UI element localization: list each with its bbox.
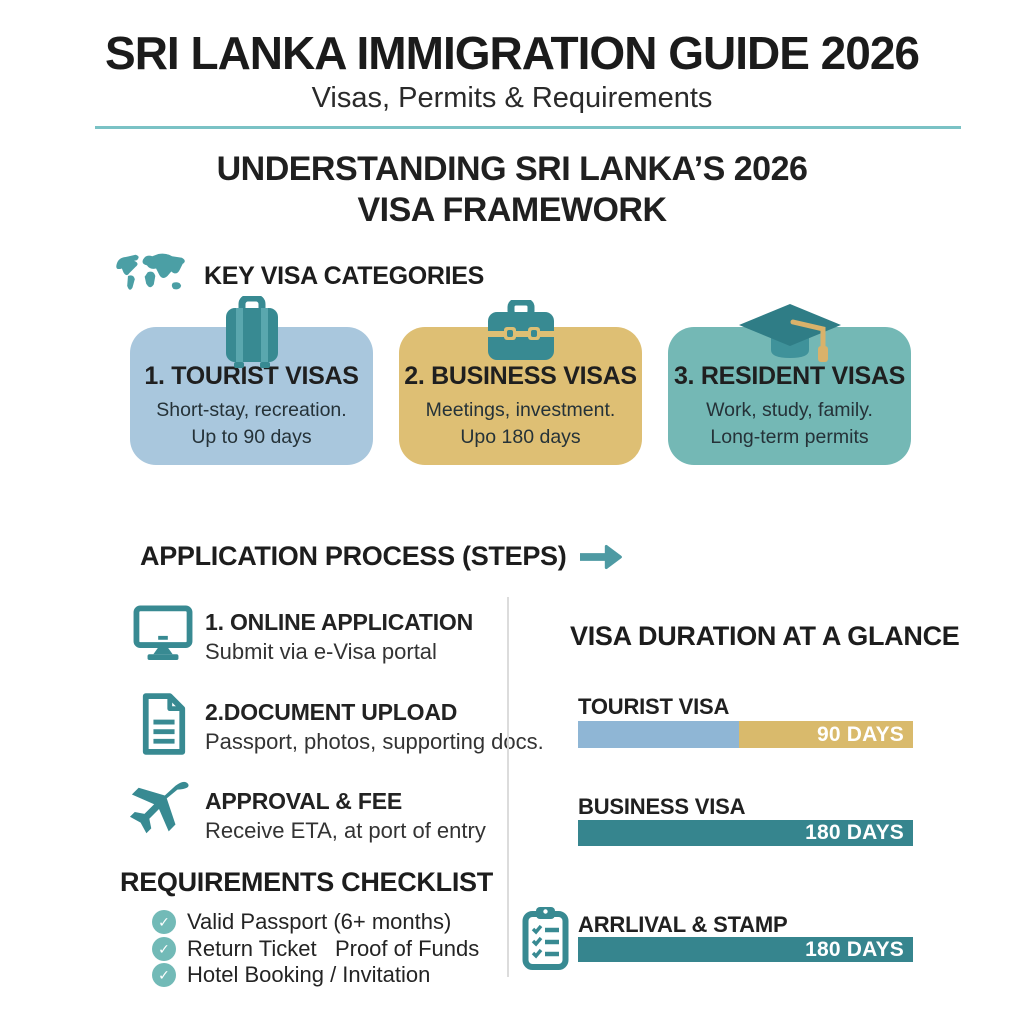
step-approval-title: APPROVAL & FEE bbox=[205, 788, 402, 814]
checklist-item-passport: ✓ Valid Passport (6+ months) bbox=[152, 909, 451, 935]
duration-heading: VISA DURATION AT A GLANCE bbox=[570, 621, 960, 651]
duration-label-tourist: TOURIST VISA bbox=[578, 694, 730, 719]
step-approval-fee: APPROVAL & FEE Receive ETA, at port of e… bbox=[205, 788, 486, 844]
duration-value-business: 180 DAYS bbox=[805, 821, 904, 844]
card-business-title: 2. BUSINESS VISAS bbox=[404, 362, 637, 390]
framework-heading-line2: VISA FRAMEWORK bbox=[357, 191, 667, 229]
framework-heading-line1: UNDERSTANDING SRI LANKA’S 2026 bbox=[216, 150, 808, 188]
categories-heading: KEY VISA CATEGORIES bbox=[204, 262, 485, 290]
process-heading-label: APPLICATION PROCESS (STEPS) bbox=[140, 541, 567, 571]
check-circle-icon: ✓ bbox=[152, 937, 176, 961]
card-resident-line2: Long-term permits bbox=[710, 426, 869, 448]
column-divider bbox=[507, 597, 509, 977]
briefcase-icon bbox=[484, 298, 558, 364]
duration-value-tourist: 90 DAYS bbox=[816, 722, 904, 746]
card-tourist-line2: Up to 90 days bbox=[191, 426, 312, 448]
check-circle-icon: ✓ bbox=[152, 963, 176, 987]
clipboard-icon bbox=[522, 905, 569, 971]
bar-segment-teal bbox=[578, 937, 913, 962]
card-business-line1: Meetings, investment. bbox=[425, 399, 616, 421]
duration-value-arrival: 180 DAYS bbox=[805, 937, 904, 961]
graduation-cap-icon bbox=[735, 300, 845, 366]
card-business-line2: Upo 180 days bbox=[460, 426, 581, 448]
checklist-item-hotel: ✓ Hotel Booking / Invitation bbox=[152, 962, 430, 988]
step-document-subtitle: Passport, photos, supporting docs. bbox=[205, 729, 544, 754]
bar-segment-gold bbox=[738, 721, 913, 748]
checklist-item-ticket-funds: ✓ Return Ticket Proof of Funds bbox=[152, 936, 479, 962]
card-tourist-title: 1. TOURIST VISAS bbox=[144, 362, 359, 390]
page-title: SRI LANKA IMMIGRATION GUIDE 2026 bbox=[105, 27, 920, 79]
process-heading: APPLICATION PROCESS (STEPS) bbox=[140, 541, 623, 572]
document-icon bbox=[140, 692, 188, 761]
bar-segment-blue bbox=[578, 721, 739, 748]
check-circle-icon: ✓ bbox=[152, 910, 176, 934]
step-online-application: 1. ONLINE APPLICATION Submit via e-Visa … bbox=[205, 609, 473, 665]
monitor-icon bbox=[133, 605, 193, 666]
step-online-subtitle: Submit via e-Visa portal bbox=[205, 639, 437, 664]
duration-bar-business: 180 DAYS bbox=[578, 820, 913, 846]
card-resident-line1: Work, study, family. bbox=[706, 399, 873, 421]
card-resident-title: 3. RESIDENT VISAS bbox=[673, 362, 906, 390]
card-tourist-line1: Short-stay, recreation. bbox=[156, 399, 347, 421]
suitcase-icon bbox=[220, 294, 284, 370]
header-divider bbox=[95, 126, 961, 129]
step-online-title: 1. ONLINE APPLICATION bbox=[205, 609, 473, 635]
right-arrow-icon bbox=[580, 544, 623, 570]
checklist-heading: REQUIREMENTS CHECKLIST bbox=[120, 867, 493, 897]
duration-bar-arrival: 180 DAYS bbox=[578, 937, 913, 962]
duration-label-business: BUSINESS VISA bbox=[578, 794, 746, 819]
framework-heading: UNDERSTANDING SRI LANKA’S 2026 VISA FRAM… bbox=[0, 149, 1024, 231]
step-document-upload: 2.DOCUMENT UPLOAD Passport, photos, supp… bbox=[205, 699, 544, 755]
plane-icon bbox=[126, 779, 192, 846]
step-document-title: 2.DOCUMENT UPLOAD bbox=[205, 699, 458, 725]
step-approval-subtitle: Receive ETA, at port of entry bbox=[205, 818, 486, 843]
checklist-item-label: Hotel Booking / Invitation bbox=[187, 962, 431, 987]
page-subtitle: Visas, Permits & Requirements bbox=[311, 82, 713, 114]
checklist-item-label: Return Ticket Proof of Funds bbox=[187, 936, 480, 961]
bar-segment-teal bbox=[578, 820, 913, 846]
duration-bar-tourist: 90 DAYS bbox=[578, 721, 913, 748]
duration-label-arrival: ARRLIVAL & STAMP bbox=[578, 912, 788, 937]
checklist-item-label: Valid Passport (6+ months) bbox=[187, 909, 452, 934]
world-map-icon bbox=[112, 245, 188, 301]
